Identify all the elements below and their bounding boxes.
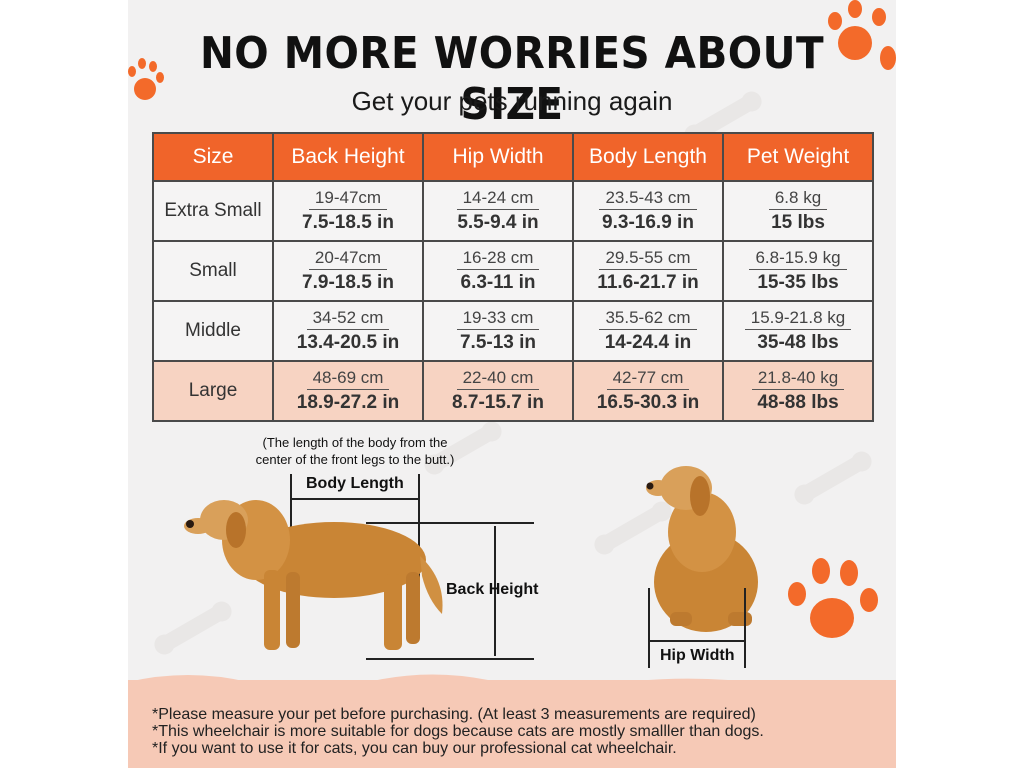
body-length-cell: 42-77 cm 16.5-30.3 in (572, 360, 724, 422)
value-in: 16.5-30.3 in (596, 392, 700, 413)
hip-width-cell: 22-40 cm 8.7-15.7 in (422, 360, 574, 422)
size-chart-panel: NO MORE WORRIES ABOUT SIZE Get your pets… (128, 0, 896, 768)
value-in: 7.5-18.5 in (302, 212, 394, 233)
page-title: NO MORE WORRIES ABOUT SIZE (199, 28, 825, 130)
hip-width-cell: 19-33 cm 7.5-13 in (422, 300, 574, 362)
measure-line (418, 474, 420, 606)
value-kg: 15.9-21.8 kg (744, 308, 852, 330)
value-kg: 6.8-15.9 kg (749, 248, 847, 270)
measure-line (366, 658, 534, 660)
value-in: 14-24.4 in (604, 332, 692, 353)
pet-weight-cell: 6.8 kg 15 lbs (722, 180, 874, 242)
measure-line (366, 522, 534, 524)
footnote-line: *If you want to use it for cats, you can… (152, 740, 677, 757)
bone-decoration (798, 453, 868, 503)
column-header: Pet Weight (722, 132, 874, 182)
value-kg: 6.8 kg (768, 188, 828, 210)
value-in: 7.9-18.5 in (302, 272, 394, 293)
value-cm: 35.5-62 cm (599, 308, 697, 330)
body-length-note-line: (The length of the body from the (262, 435, 448, 450)
value-in: 18.9-27.2 in (296, 392, 400, 413)
value-cm: 23.5-43 cm (599, 188, 697, 210)
table-header-row: Size Back Height Hip Width Body Length P… (152, 132, 874, 182)
back-height-cell: 20-47cm 7.9-18.5 in (272, 240, 424, 302)
back-height-arrow (494, 526, 496, 656)
size-table: Size Back Height Hip Width Body Length P… (152, 132, 874, 422)
hip-width-arrow (650, 640, 744, 642)
value-lbs: 48-88 lbs (757, 392, 839, 413)
hip-width-cell: 16-28 cm 6.3-11 in (422, 240, 574, 302)
footnotes: *Please measure your pet before purchasi… (152, 706, 882, 757)
body-length-label: Body Length (306, 475, 404, 492)
paw-print-icon (128, 58, 168, 108)
back-height-cell: 34-52 cm 13.4-20.5 in (272, 300, 424, 362)
value-in: 8.7-15.7 in (452, 392, 544, 413)
footer-background (128, 680, 896, 768)
value-cm: 14-24 cm (456, 188, 540, 210)
back-height-cell: 48-69 cm 18.9-27.2 in (272, 360, 424, 422)
size-name-cell: Middle (152, 300, 274, 362)
footnote-line: *Please measure your pet before purchasi… (152, 706, 756, 723)
value-cm: 29.5-55 cm (599, 248, 697, 270)
value-in: 13.4-20.5 in (296, 332, 400, 353)
body-length-cell: 29.5-55 cm 11.6-21.7 in (572, 240, 724, 302)
hip-width-label: Hip Width (660, 647, 735, 664)
size-name-cell: Extra Small (152, 180, 274, 242)
value-kg: 21.8-40 kg (751, 368, 845, 390)
back-height-cell: 19-47cm 7.5-18.5 in (272, 180, 424, 242)
value-in: 5.5-9.4 in (457, 212, 539, 233)
paw-print-icon (828, 0, 896, 80)
value-in: 6.3-11 in (460, 272, 536, 293)
body-length-arrow (292, 498, 418, 500)
column-header: Body Length (572, 132, 724, 182)
pet-weight-cell: 6.8-15.9 kg 15-35 lbs (722, 240, 874, 302)
hip-width-cell: 14-24 cm 5.5-9.4 in (422, 180, 574, 242)
value-cm: 42-77 cm (606, 368, 690, 390)
pet-weight-cell: 21.8-40 kg 48-88 lbs (722, 360, 874, 422)
sitting-dog-image (646, 466, 758, 632)
value-in: 11.6-21.7 in (597, 272, 699, 293)
value-cm: 34-52 cm (306, 308, 390, 330)
body-length-note-line: center of the front legs to the butt.) (255, 452, 455, 467)
body-length-cell: 23.5-43 cm 9.3-16.9 in (572, 180, 724, 242)
column-header: Hip Width (422, 132, 574, 182)
table-row: Small 20-47cm 7.9-18.5 in 16-28 cm 6.3-11 … (152, 240, 874, 302)
footnote-line: *This wheelchair is more suitable for do… (152, 723, 764, 740)
table-row: Middle 34-52 cm 13.4-20.5 in 19-33 cm 7.5-… (152, 300, 874, 362)
value-cm: 19-33 cm (456, 308, 540, 330)
value-lbs: 15-35 lbs (757, 272, 839, 293)
size-name-cell: Large (152, 360, 274, 422)
value-cm: 22-40 cm (456, 368, 540, 390)
value-cm: 19-47cm (308, 188, 388, 210)
size-name-cell: Small (152, 240, 274, 302)
table-row: Large 48-69 cm 18.9-27.2 in 22-40 cm 8.7-1… (152, 360, 874, 422)
column-header: Back Height (272, 132, 424, 182)
body-length-cell: 35.5-62 cm 14-24.4 in (572, 300, 724, 362)
value-in: 9.3-16.9 in (602, 212, 694, 233)
paw-print-icon (788, 554, 884, 650)
value-cm: 16-28 cm (456, 248, 540, 270)
back-height-label: Back Height (446, 581, 539, 598)
value-lbs: 35-48 lbs (757, 332, 839, 353)
pet-weight-cell: 15.9-21.8 kg 35-48 lbs (722, 300, 874, 362)
table-row: Extra Small 19-47cm 7.5-18.5 in 14-24 cm 5… (152, 180, 874, 242)
page-subtitle: Get your pets running again (351, 86, 673, 116)
measure-line (744, 588, 746, 668)
column-header: Size (152, 132, 274, 182)
standing-dog-image (184, 500, 443, 650)
value-in: 7.5-13 in (459, 332, 537, 353)
value-cm: 48-69 cm (306, 368, 390, 390)
body-length-note: (The length of the body from the center … (240, 434, 470, 468)
value-cm: 20-47cm (308, 248, 388, 270)
value-lbs: 15 lbs (771, 212, 825, 233)
measure-line (648, 588, 650, 668)
